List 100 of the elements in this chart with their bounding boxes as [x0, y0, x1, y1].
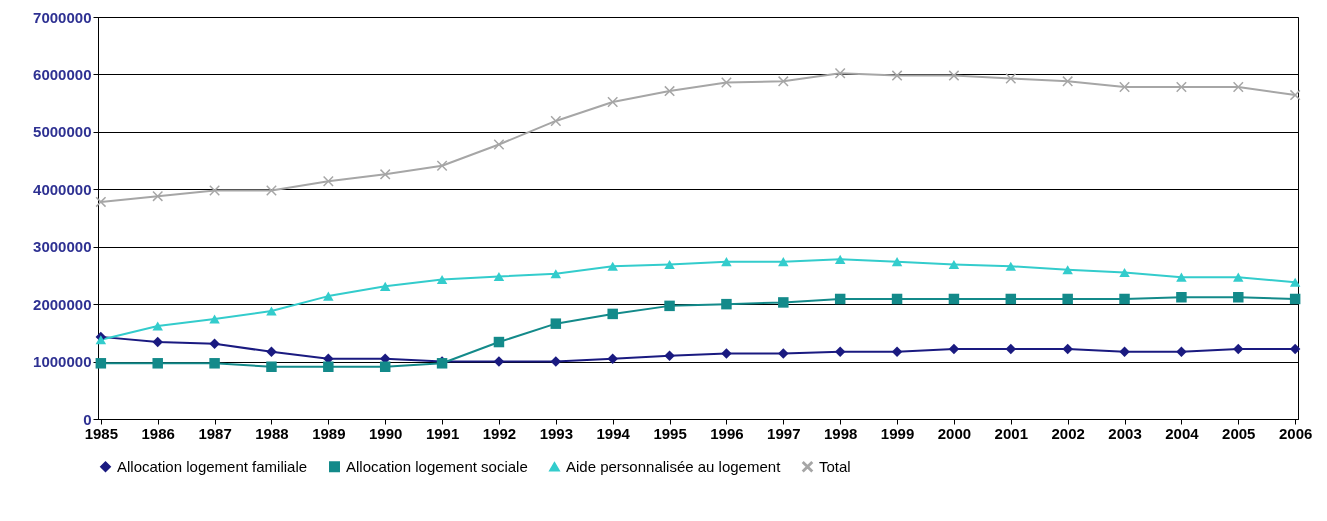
point [1005, 293, 1017, 305]
point [778, 297, 789, 308]
point [834, 254, 846, 264]
x-tick-label: 1997 [767, 424, 801, 442]
point [152, 321, 163, 331]
point [721, 77, 732, 88]
x-tick-label: 1993 [539, 424, 574, 442]
point [778, 76, 789, 87]
point [1289, 277, 1301, 287]
x-tick-label: 1987 [198, 424, 232, 442]
point [778, 348, 789, 359]
point [209, 358, 220, 369]
point [95, 196, 107, 208]
y-tick-label: 2000000 [33, 295, 92, 313]
point [1233, 292, 1244, 303]
point [95, 335, 107, 345]
point [1062, 293, 1073, 305]
y-tick-label: 7000000 [33, 8, 92, 26]
point [266, 346, 277, 358]
point [323, 291, 334, 301]
point [834, 68, 846, 79]
point [834, 293, 846, 305]
x-tick-label: 2004 [1165, 424, 1200, 442]
point [1119, 81, 1130, 93]
y-tick-label: 6000000 [33, 65, 92, 83]
point [152, 358, 163, 369]
x-tick-label: 1989 [312, 424, 346, 442]
point [550, 318, 562, 329]
point [266, 306, 277, 316]
x-tick-label: 2006 [1278, 424, 1313, 442]
point [1119, 268, 1130, 278]
point [323, 176, 334, 187]
point [209, 185, 220, 196]
point [664, 85, 675, 97]
point [379, 281, 391, 291]
point [721, 298, 732, 310]
point [1005, 261, 1017, 271]
point [1062, 343, 1073, 355]
point [152, 190, 163, 202]
point [95, 358, 107, 369]
point [266, 185, 277, 196]
point [379, 169, 391, 180]
point [664, 350, 675, 362]
point [1119, 293, 1130, 305]
point [607, 261, 618, 271]
point [834, 346, 846, 358]
point [1062, 76, 1073, 87]
x-tick-label: 1986 [141, 424, 175, 442]
legend-label: Total [819, 457, 851, 475]
point [152, 336, 163, 348]
point [664, 259, 675, 270]
point [379, 361, 391, 372]
x-tick-label: 1992 [482, 424, 517, 442]
point [1176, 346, 1187, 358]
x-tick-label: 2001 [994, 424, 1028, 442]
point [664, 300, 675, 312]
x-tick-label: 2002 [1051, 424, 1085, 442]
x-tick-label: 1995 [653, 424, 687, 442]
point [607, 308, 618, 320]
point [1289, 89, 1301, 101]
point [948, 259, 960, 270]
legend-label: Allocation logement familiale [117, 457, 308, 475]
x-tick-label: 1990 [369, 424, 403, 442]
legend-label: Aide personnalisée au logement [566, 457, 782, 475]
point [493, 139, 505, 150]
y-tick-label: 5000000 [33, 123, 92, 141]
point [1233, 81, 1244, 93]
point [721, 348, 732, 359]
x-tick-label: 1998 [823, 424, 858, 442]
legend-label: Allocation logement sociale [346, 457, 528, 475]
point [1176, 292, 1187, 303]
point [778, 257, 789, 267]
point [493, 336, 505, 348]
point [1233, 272, 1244, 282]
point [323, 361, 334, 372]
y-tick-label: 1000000 [33, 353, 92, 371]
x-tick-label: 1991 [425, 424, 460, 442]
point [493, 356, 505, 367]
point [550, 356, 562, 367]
point [891, 293, 903, 305]
y-tick-label: 3000000 [33, 238, 92, 256]
point [891, 346, 903, 358]
x-tick-label: 2003 [1108, 424, 1142, 442]
point [209, 338, 220, 350]
point [1119, 346, 1130, 358]
point [550, 269, 562, 279]
point [266, 361, 277, 372]
x-tick-label: 1996 [710, 424, 744, 442]
y-tick-label: 4000000 [33, 180, 92, 198]
point [550, 115, 562, 127]
x-tick-label: 2005 [1222, 424, 1256, 442]
point [1176, 81, 1187, 93]
point [721, 257, 732, 267]
point [1005, 73, 1017, 84]
x-tick-label: 1994 [596, 424, 631, 442]
point [948, 70, 960, 81]
point [209, 314, 220, 324]
point [1062, 265, 1073, 275]
x-tick-label: 2000 [937, 424, 972, 442]
point [436, 274, 448, 284]
